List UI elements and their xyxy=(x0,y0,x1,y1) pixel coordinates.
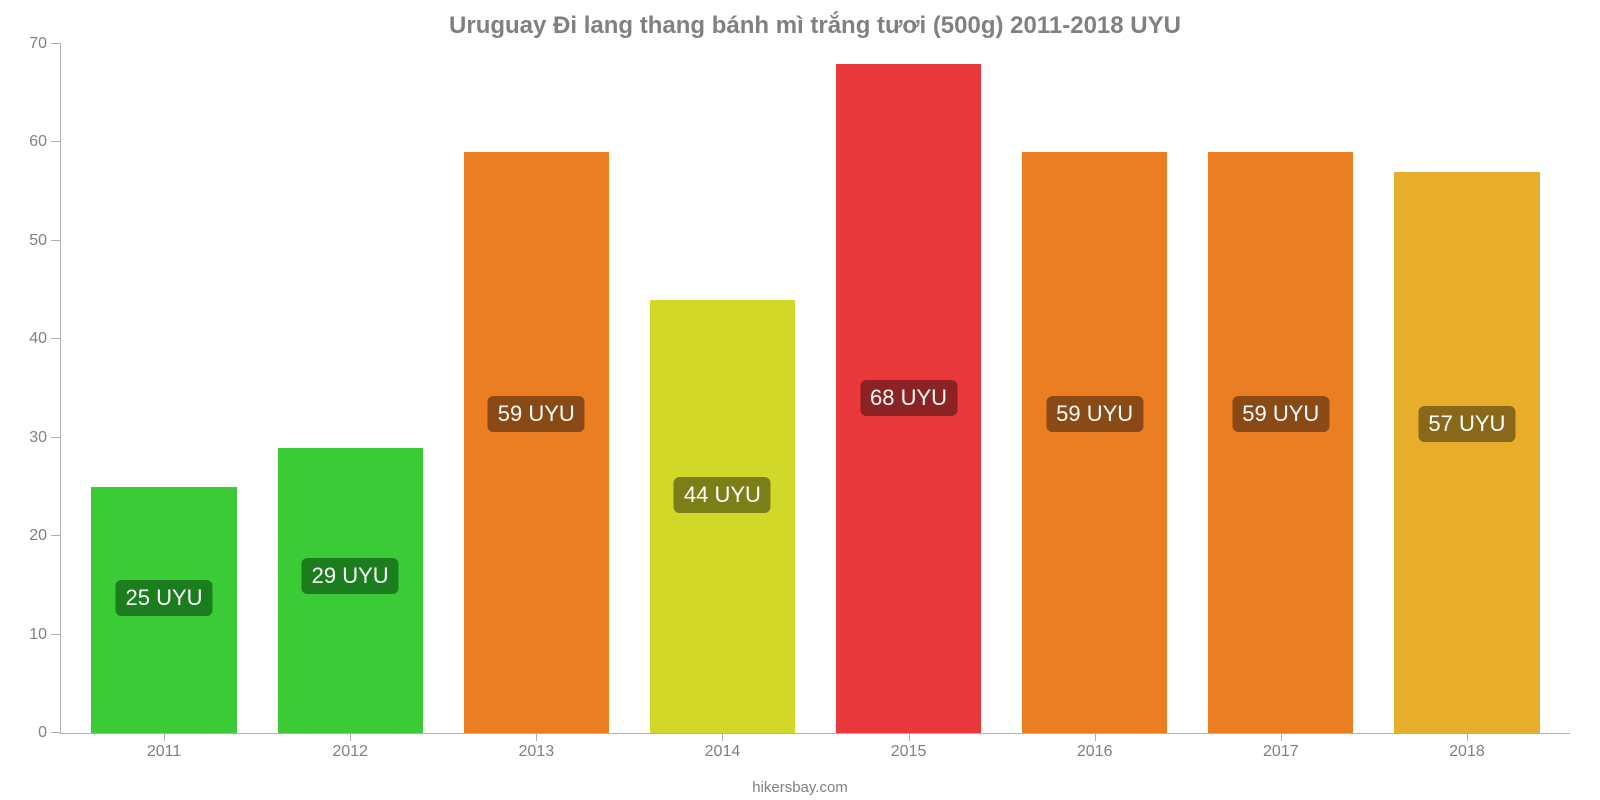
plot-area: 25 UYU201129 UYU201259 UYU201344 UYU2014… xyxy=(60,44,1570,734)
value-badge: 29 UYU xyxy=(302,558,399,594)
y-tick-label: 50 xyxy=(29,232,61,250)
x-tick xyxy=(722,733,723,741)
bars-group: 25 UYU201129 UYU201259 UYU201344 UYU2014… xyxy=(61,44,1570,733)
bar-slot: 25 UYU2011 xyxy=(71,44,257,733)
bar-slot: 59 UYU2013 xyxy=(443,44,629,733)
bar-slot: 59 UYU2016 xyxy=(1002,44,1188,733)
value-badge: 57 UYU xyxy=(1418,406,1515,442)
bar-slot: 59 UYU2017 xyxy=(1188,44,1374,733)
y-tick-label: 60 xyxy=(29,133,61,151)
chart-footer: hikersbay.com xyxy=(0,779,1600,796)
x-tick xyxy=(536,733,537,741)
bar-slot: 57 UYU2018 xyxy=(1374,44,1560,733)
value-badge: 59 UYU xyxy=(1046,396,1143,432)
x-tick-label: 2015 xyxy=(891,743,927,761)
x-tick-label: 2016 xyxy=(1077,743,1113,761)
x-tick-label: 2014 xyxy=(705,743,741,761)
x-tick xyxy=(1095,733,1096,741)
x-tick-label: 2018 xyxy=(1449,743,1485,761)
y-tick-label: 20 xyxy=(29,527,61,545)
x-tick-label: 2013 xyxy=(519,743,555,761)
x-tick xyxy=(350,733,351,741)
chart-title: Uruguay Đi lang thang bánh mì trắng tươi… xyxy=(60,12,1570,40)
bar xyxy=(464,152,609,733)
bar-slot: 44 UYU2014 xyxy=(629,44,815,733)
bar-slot: 29 UYU2012 xyxy=(257,44,443,733)
value-badge: 59 UYU xyxy=(488,396,585,432)
x-tick-label: 2017 xyxy=(1263,743,1299,761)
value-badge: 59 UYU xyxy=(1232,396,1329,432)
chart-container: Uruguay Đi lang thang bánh mì trắng tươi… xyxy=(0,0,1600,800)
x-tick-label: 2012 xyxy=(332,743,368,761)
value-badge: 68 UYU xyxy=(860,380,957,416)
y-tick-label: 0 xyxy=(38,724,61,742)
x-tick xyxy=(1467,733,1468,741)
x-tick xyxy=(1281,733,1282,741)
x-tick xyxy=(909,733,910,741)
bar-slot: 68 UYU2015 xyxy=(816,44,1002,733)
value-badge: 25 UYU xyxy=(116,580,213,616)
y-tick-label: 70 xyxy=(29,35,61,53)
bar xyxy=(1394,172,1539,733)
bar xyxy=(650,300,795,733)
value-badge: 44 UYU xyxy=(674,477,771,513)
y-tick-label: 40 xyxy=(29,330,61,348)
x-tick-label: 2011 xyxy=(147,743,181,761)
x-tick xyxy=(164,733,165,741)
y-tick-label: 10 xyxy=(29,626,61,644)
bar xyxy=(1208,152,1353,733)
y-tick-label: 30 xyxy=(29,429,61,447)
bar xyxy=(1022,152,1167,733)
